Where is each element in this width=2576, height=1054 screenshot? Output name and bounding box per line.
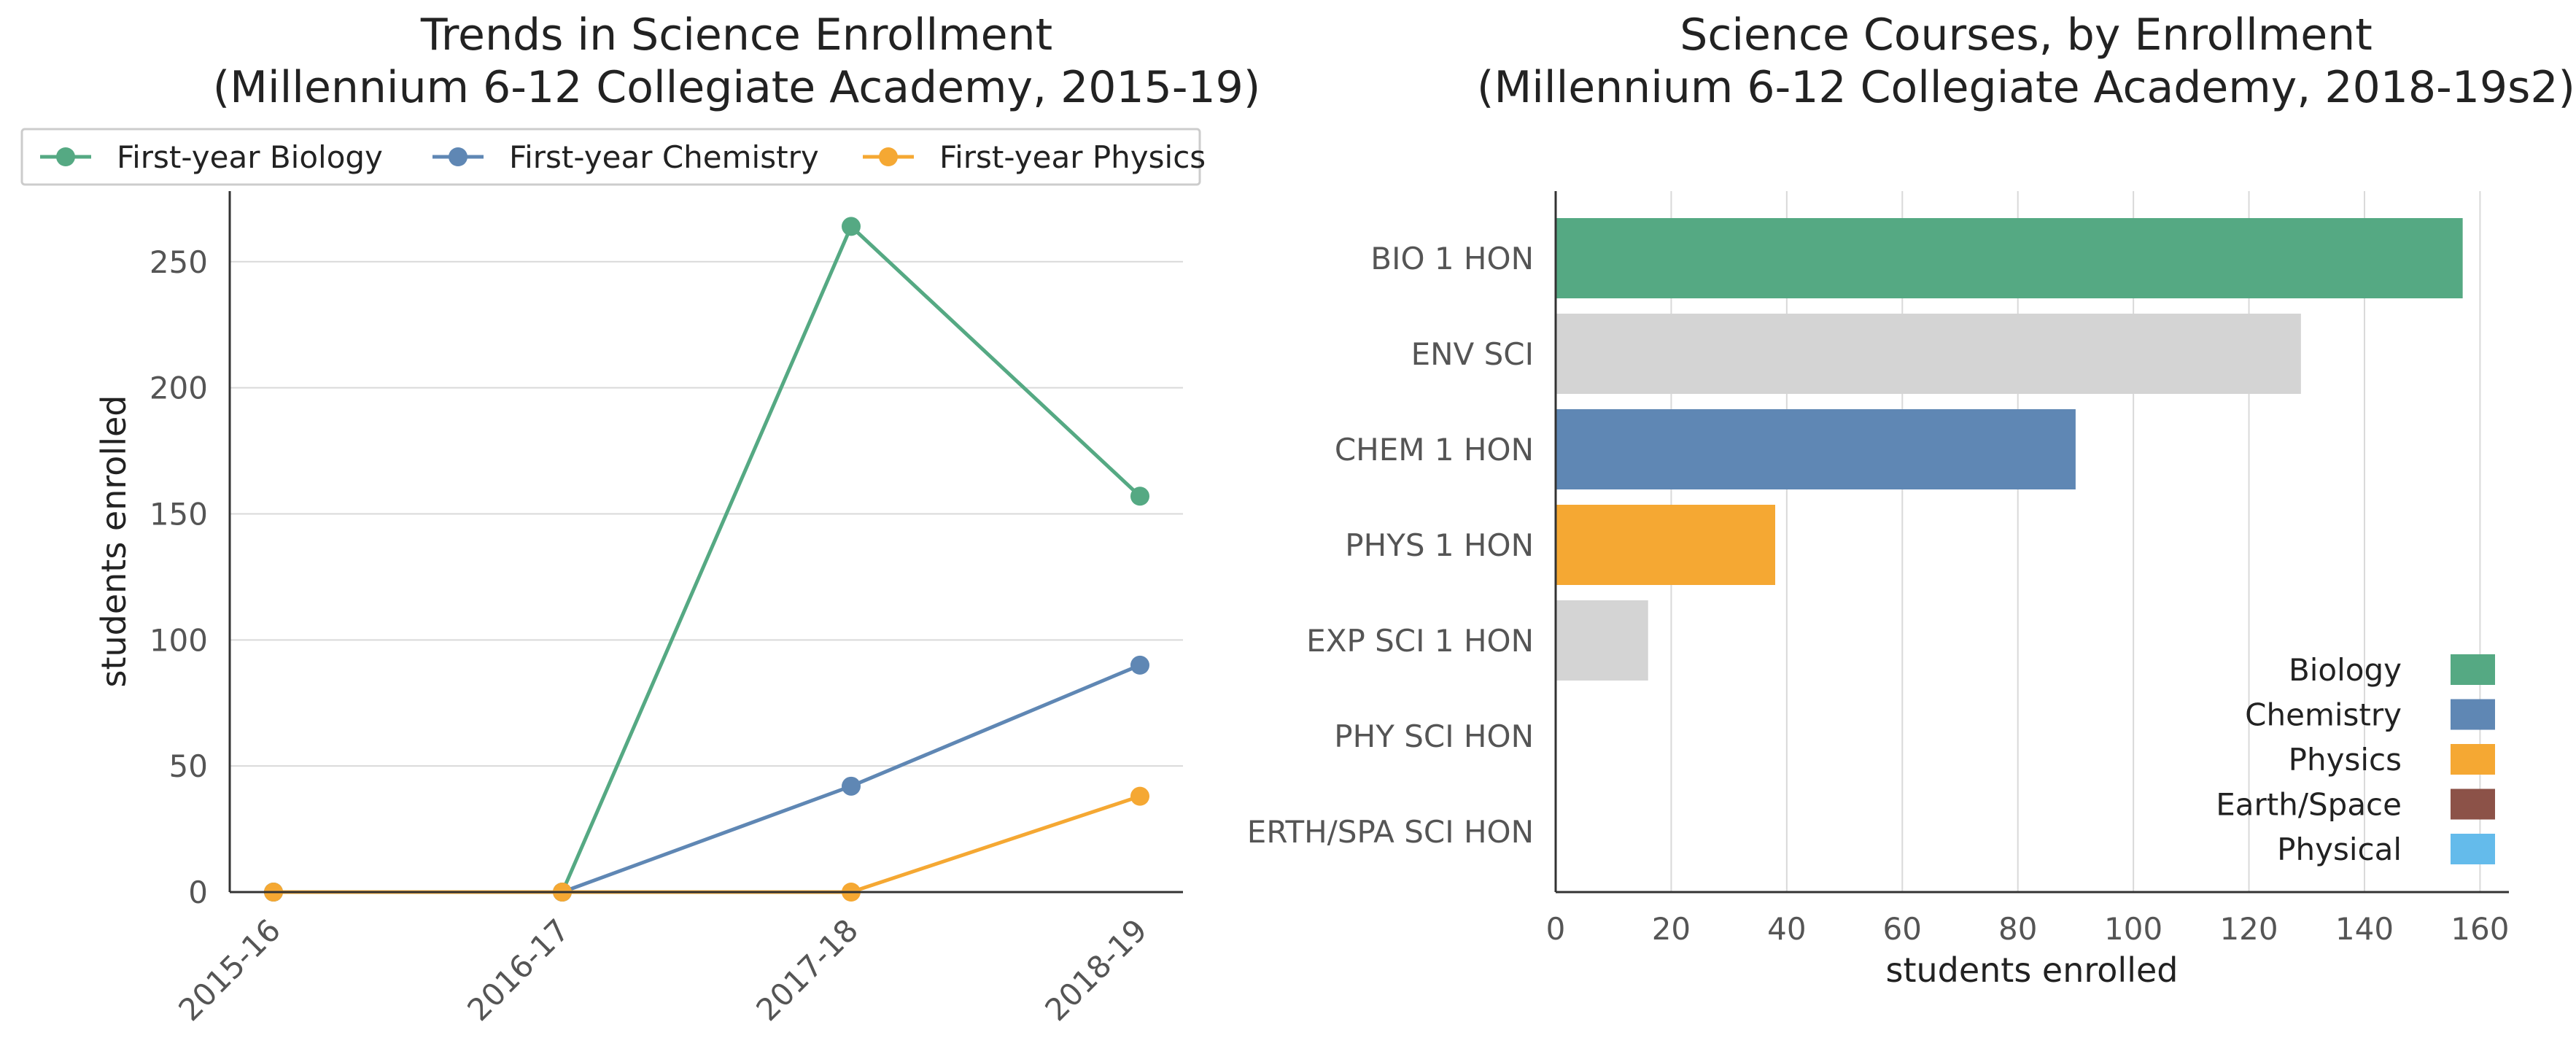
left-chart-legend: First-year Biology First-year Chemistry Fi… xyxy=(20,128,1206,186)
series-line-first-year-chemistry xyxy=(273,663,1141,894)
point-first-year-chemistry-2017-18 xyxy=(842,776,861,796)
left-chart-subtitle: (Millennium 6-12 Collegiate Academy, 201… xyxy=(213,62,1260,113)
legend-frame xyxy=(20,128,1201,186)
x-tick-60: 60 xyxy=(1883,911,1922,947)
left-chart-series xyxy=(264,217,1149,902)
category-label-exp-sci-1-hon: EXP SCI 1 HON xyxy=(1306,623,1534,659)
category-label-env-sci: ENV SCI xyxy=(1411,336,1534,372)
legend-swatch-chemistry xyxy=(2451,699,2495,730)
left-chart-title: Trends in Science Enrollment xyxy=(420,9,1052,61)
category-label-chem-1-hon: CHEM 1 HON xyxy=(1335,432,1534,468)
left-chart-y-tick-labels: 0 50 100 150 200 250 xyxy=(150,244,208,910)
y-tick-150: 150 xyxy=(150,496,208,532)
legend-label-first-year-biology: First-year Biology xyxy=(117,139,383,175)
right-chart-x-tick-labels: 0 20 40 60 80 100 120 140 160 xyxy=(1546,911,2510,947)
y-tick-0: 0 xyxy=(188,875,208,910)
legend-swatch-physical xyxy=(2451,834,2495,864)
x-tick-2016-17: 2016-17 xyxy=(460,912,576,1028)
bar-chem-1-hon xyxy=(1556,409,2076,489)
bar-env-sci xyxy=(1556,314,2301,394)
series-line-first-year-biology xyxy=(273,223,1141,894)
category-label-phys-1-hon: PHYS 1 HON xyxy=(1345,527,1534,563)
point-first-year-physics-2018-19 xyxy=(1130,786,1149,806)
x-tick-140: 140 xyxy=(2335,911,2394,947)
point-first-year-biology-2018-19 xyxy=(1130,487,1149,506)
right-chart-legend: Biology Chemistry Physics Earth/Space Physic… xyxy=(2216,652,2495,867)
left-chart-gridlines xyxy=(230,260,1183,767)
legend-label-physical: Physical xyxy=(2277,832,2402,867)
right-chart-category-labels: BIO 1 HON ENV SCI CHEM 1 HON PHYS 1 HON EXP … xyxy=(1247,241,1534,850)
legend-swatch-physics xyxy=(2451,744,2495,775)
y-tick-100: 100 xyxy=(150,622,208,658)
bar-phys-1-hon xyxy=(1556,505,1776,585)
legend-swatch-biology xyxy=(2451,654,2495,685)
category-label-erth-spa-sci-hon: ERTH/SPA SCI HON xyxy=(1247,814,1534,850)
legend-label-earth-space: Earth/Space xyxy=(2216,787,2402,823)
x-tick-100: 100 xyxy=(2104,911,2162,947)
right-chart-subtitle: (Millennium 6-12 Collegiate Academy, 201… xyxy=(1477,62,2575,113)
courses-by-enrollment-chart: Science Courses, by Enrollment (Millenni… xyxy=(1247,9,2575,990)
bar-bio-1-hon xyxy=(1556,218,2463,298)
legend-label-first-year-chemistry: First-year Chemistry xyxy=(509,139,819,175)
category-label-phy-sci-hon: PHY SCI HON xyxy=(1334,718,1534,754)
right-chart-bars xyxy=(1556,218,2463,681)
right-chart-gridlines xyxy=(1670,191,2481,892)
bar-exp-sci-1-hon xyxy=(1556,600,1648,681)
legend-marker-first-year-physics xyxy=(879,147,898,166)
x-tick-120: 120 xyxy=(2219,911,2278,947)
y-tick-250: 250 xyxy=(150,244,208,280)
x-tick-80: 80 xyxy=(1998,911,2037,947)
x-tick-0: 0 xyxy=(1546,911,1566,947)
legend-label-physics: Physics xyxy=(2289,742,2402,778)
left-chart-y-axis-label: students enrolled xyxy=(94,395,133,688)
x-tick-20: 20 xyxy=(1652,911,1691,947)
legend-label-chemistry: Chemistry xyxy=(2245,697,2402,733)
y-tick-200: 200 xyxy=(150,371,208,406)
x-tick-160: 160 xyxy=(2451,911,2509,947)
legend-swatch-earth-space xyxy=(2451,788,2495,820)
point-first-year-biology-2017-18 xyxy=(842,217,861,236)
y-tick-50: 50 xyxy=(169,748,208,784)
x-tick-2017-18: 2017-18 xyxy=(749,912,865,1028)
right-chart-x-axis-label: students enrolled xyxy=(1886,950,2179,990)
legend-marker-first-year-biology xyxy=(56,147,75,166)
x-tick-2018-19: 2018-19 xyxy=(1038,912,1154,1028)
x-tick-40: 40 xyxy=(1767,911,1806,947)
left-chart-x-tick-labels: 2015-16 2016-17 2017-18 2018-19 xyxy=(171,912,1154,1028)
series-line-first-year-physics xyxy=(273,794,1141,894)
point-first-year-chemistry-2018-19 xyxy=(1130,655,1149,675)
category-label-bio-1-hon: BIO 1 HON xyxy=(1370,241,1534,276)
x-tick-2015-16: 2015-16 xyxy=(171,912,287,1028)
legend-marker-first-year-chemistry xyxy=(449,147,468,166)
right-chart-title: Science Courses, by Enrollment xyxy=(1680,9,2372,61)
legend-label-biology: Biology xyxy=(2289,652,2402,688)
legend-label-first-year-physics: First-year Physics xyxy=(939,139,1206,175)
enrollment-trends-chart: Trends in Science Enrollment (Millennium… xyxy=(20,9,1260,1028)
